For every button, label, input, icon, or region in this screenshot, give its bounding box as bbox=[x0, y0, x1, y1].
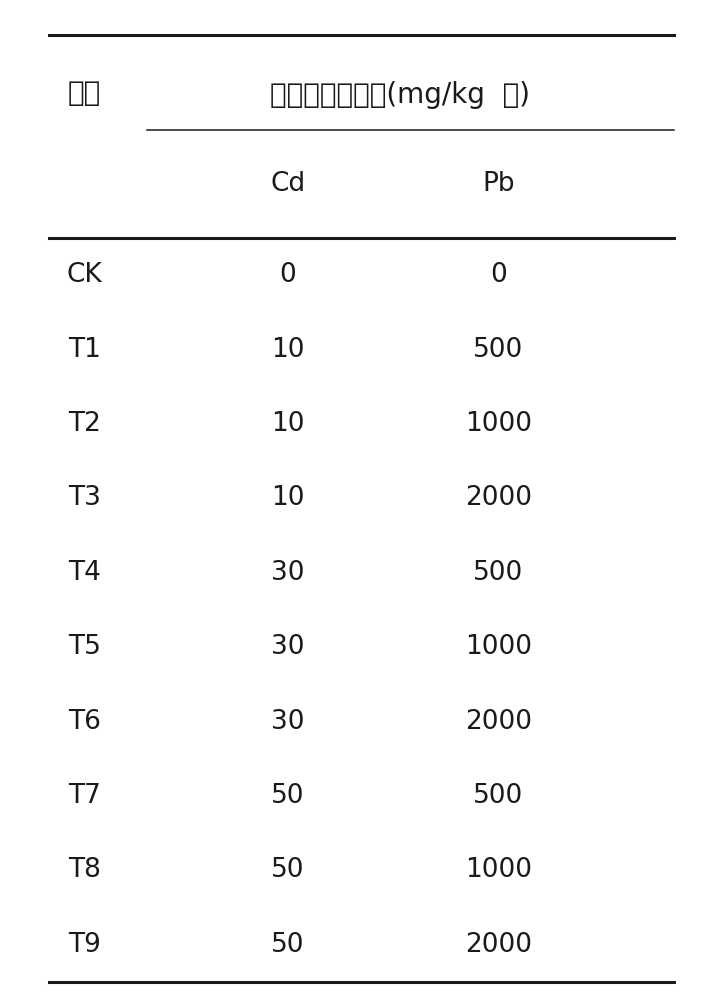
Text: 投加重金属浓度(mg/kg  土): 投加重金属浓度(mg/kg 土) bbox=[270, 81, 530, 109]
Text: 0: 0 bbox=[279, 262, 296, 288]
Text: T7: T7 bbox=[68, 783, 100, 809]
Text: 30: 30 bbox=[271, 634, 305, 660]
Text: T6: T6 bbox=[68, 709, 100, 735]
Text: T8: T8 bbox=[68, 857, 100, 883]
Text: 50: 50 bbox=[271, 857, 305, 883]
Text: 1000: 1000 bbox=[465, 634, 532, 660]
Text: T5: T5 bbox=[68, 634, 100, 660]
Text: 500: 500 bbox=[473, 560, 524, 586]
Text: T2: T2 bbox=[68, 411, 100, 437]
Text: CK: CK bbox=[67, 262, 102, 288]
Text: 2000: 2000 bbox=[465, 932, 532, 958]
Text: 0: 0 bbox=[490, 262, 507, 288]
Text: T9: T9 bbox=[68, 932, 100, 958]
Text: T1: T1 bbox=[68, 337, 100, 363]
Text: 10: 10 bbox=[271, 485, 305, 511]
Text: 30: 30 bbox=[271, 709, 305, 735]
Text: 1000: 1000 bbox=[465, 411, 532, 437]
Text: 50: 50 bbox=[271, 783, 305, 809]
Text: 50: 50 bbox=[271, 932, 305, 958]
Text: 10: 10 bbox=[271, 411, 305, 437]
Text: Pb: Pb bbox=[482, 171, 515, 197]
Text: 处理: 处理 bbox=[67, 79, 101, 106]
Text: 10: 10 bbox=[271, 337, 305, 363]
Text: 1000: 1000 bbox=[465, 857, 532, 883]
Text: 30: 30 bbox=[271, 560, 305, 586]
Text: Cd: Cd bbox=[270, 171, 305, 197]
Text: 2000: 2000 bbox=[465, 709, 532, 735]
Text: T4: T4 bbox=[68, 560, 100, 586]
Text: 2000: 2000 bbox=[465, 485, 532, 511]
Text: 500: 500 bbox=[473, 337, 524, 363]
Text: T3: T3 bbox=[68, 485, 100, 511]
Text: 500: 500 bbox=[473, 783, 524, 809]
